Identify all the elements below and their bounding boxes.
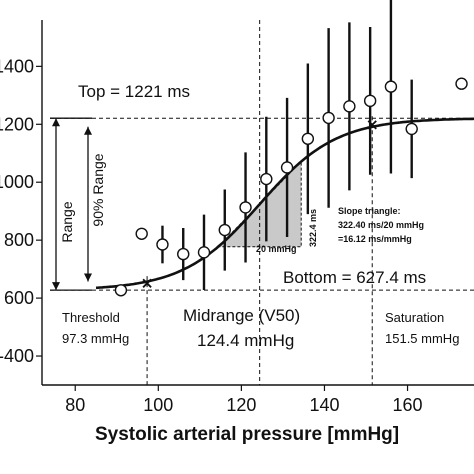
top-annotation: Top = 1221 ms — [78, 82, 190, 101]
triangle-base-label: 20 mmHg — [256, 244, 297, 254]
slope-line-1: 322.40 ms/20 mmHg — [338, 220, 424, 230]
data-point — [114, 284, 128, 297]
y-tick-label: 1400 — [0, 56, 34, 76]
y-tick-label: 600 — [4, 288, 34, 308]
x-tick-label: 100 — [143, 395, 173, 415]
x-ticks: 80 100 120 140 160 — [65, 385, 423, 415]
slope-title: Slope triangle: — [338, 206, 401, 216]
saturation-label: Saturation — [385, 310, 444, 325]
arrow-head — [52, 282, 60, 291]
midrange-value: 124.4 mmHg — [197, 331, 294, 350]
data-point — [156, 238, 169, 251]
bottom-annotation: Bottom = 627.4 ms — [283, 268, 426, 287]
range90-label: 90% Range — [90, 153, 106, 226]
data-point — [218, 223, 231, 237]
data-point — [280, 161, 294, 174]
saturation-value: 151.5 mmHg — [385, 331, 459, 346]
fit-curve — [95, 117, 474, 290]
y-tick-label: 1200 — [0, 114, 34, 134]
y-tick-label: -400 — [0, 346, 34, 366]
arrow-head — [84, 126, 92, 135]
data-point — [197, 246, 211, 259]
x-marker — [142, 278, 152, 288]
data-point — [322, 111, 335, 125]
threshold-value: 97.3 mmHg — [62, 331, 129, 346]
data-point — [239, 201, 252, 214]
threshold-label: Threshold — [62, 310, 120, 325]
data-point — [260, 172, 273, 186]
x-tick-label: 120 — [226, 395, 256, 415]
slope-line-2: =16.12 ms/mmHg — [338, 234, 412, 244]
x-tick-label: 140 — [309, 395, 339, 415]
arrow-head — [52, 118, 60, 127]
range-label: Range — [59, 201, 75, 242]
x-axis-title: Systolic arterial pressure [mmHg] — [95, 424, 399, 445]
data-point — [455, 77, 468, 90]
data-point — [343, 100, 356, 113]
data-point — [301, 132, 315, 145]
characteristic-markers — [142, 120, 377, 288]
y-tick-label: 1000 — [0, 172, 34, 192]
data-points — [114, 77, 468, 297]
arrow-head — [84, 273, 92, 282]
data-point — [177, 247, 190, 261]
x-tick-label: 160 — [393, 395, 423, 415]
x-marker-stroke — [142, 278, 152, 288]
data-point — [135, 227, 148, 240]
y-tick-label: 800 — [4, 230, 34, 250]
x-tick-label: 80 — [65, 395, 85, 415]
data-point — [384, 80, 398, 93]
data-point — [363, 94, 377, 108]
data-point — [405, 122, 418, 136]
x-marker — [367, 120, 377, 130]
midrange-label: Midrange (V50) — [183, 306, 300, 325]
x-marker-stroke — [367, 120, 377, 130]
y-ticks: -400 600 800 1000 1200 1400 — [0, 56, 42, 366]
triangle-height-label: 322.4 ms — [308, 209, 318, 247]
range-arrows — [50, 117, 92, 291]
